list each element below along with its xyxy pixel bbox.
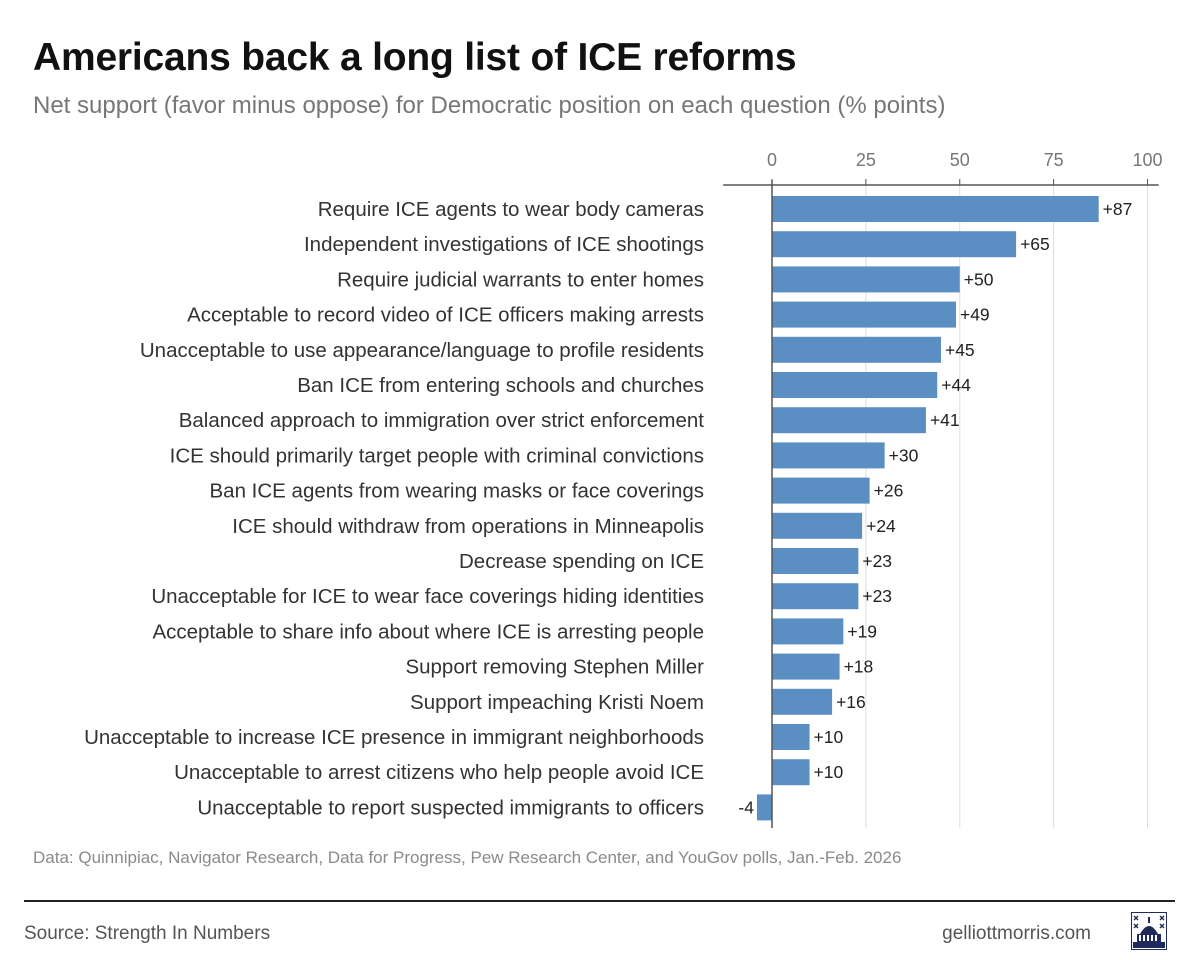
bar: [772, 266, 960, 293]
bar: [772, 477, 870, 504]
x-axis-ticks: 0 25 50 75 100: [723, 150, 1163, 186]
category-label: Unacceptable to use appearance/language …: [140, 339, 704, 362]
value-label: +10: [814, 727, 844, 747]
category-label: Support removing Stephen Miller: [405, 656, 704, 679]
tick-label: 25: [856, 150, 876, 170]
bar: [772, 442, 885, 469]
bar: [772, 407, 926, 434]
category-label: ICE should withdraw from operations in M…: [232, 515, 704, 538]
category-label: Balanced approach to immigration over st…: [179, 409, 705, 432]
bar: [772, 512, 863, 539]
bar-chart: 0 25 50 75 100 Require ICE agents to wear bo…: [84, 150, 1163, 828]
tick-label: 75: [1044, 150, 1064, 170]
website-link[interactable]: gelliottmorris.com: [942, 923, 1091, 944]
category-label: Unacceptable to increase ICE presence in…: [84, 726, 704, 749]
value-label: +45: [945, 340, 975, 360]
category-label: Decrease spending on ICE: [459, 550, 704, 573]
value-label: +87: [1103, 199, 1133, 219]
tick-label: 50: [950, 150, 970, 170]
chart-subtitle: Net support (favor minus oppose) for Dem…: [33, 92, 946, 119]
category-label: Unacceptable to report suspected immigra…: [197, 796, 704, 819]
value-label: +50: [964, 269, 994, 289]
data-note: Data: Quinnipiac, Navigator Research, Da…: [33, 848, 902, 867]
bars: [756, 196, 1099, 821]
value-label: +23: [862, 551, 892, 571]
bar: [772, 653, 840, 680]
bar: [772, 618, 844, 645]
source-credit: Source: Strength In Numbers: [24, 923, 271, 944]
value-label: +18: [844, 657, 874, 677]
bar: [772, 759, 810, 786]
bar: [772, 583, 859, 610]
category-label: Unacceptable for ICE to wear face coveri…: [151, 585, 704, 608]
category-label: Acceptable to share info about where ICE…: [152, 620, 704, 643]
bar: [772, 688, 833, 715]
category-label: Ban ICE agents from wearing masks or fac…: [210, 480, 705, 503]
value-label: +23: [862, 586, 892, 606]
value-label: +49: [960, 305, 990, 325]
category-label: Acceptable to record video of ICE office…: [187, 304, 704, 327]
value-label: +41: [930, 410, 960, 430]
bar: [772, 231, 1017, 258]
bar: [772, 372, 938, 398]
value-label: +44: [941, 375, 971, 395]
category-label: Require judicial warrants to enter homes: [337, 268, 704, 291]
category-label: Independent investigations of ICE shooti…: [304, 233, 704, 256]
value-label: +26: [874, 481, 904, 501]
category-label: Ban ICE from entering schools and church…: [297, 374, 704, 397]
bar: [756, 794, 772, 821]
category-labels: Require ICE agents to wear body cameras I…: [84, 198, 704, 819]
category-label: Unacceptable to arrest citizens who help…: [174, 761, 704, 784]
tick-label: 0: [767, 150, 777, 170]
bar: [772, 724, 810, 750]
value-label: +24: [866, 516, 896, 536]
category-label: Support impeaching Kristi Noem: [410, 691, 704, 714]
value-label: +10: [814, 762, 844, 782]
value-label: +65: [1020, 234, 1050, 254]
capitol-dome-icon: [1131, 912, 1167, 950]
bar: [772, 196, 1099, 222]
chart-title: Americans back a long list of ICE reform…: [33, 36, 797, 79]
category-label: ICE should primarily target people with …: [170, 444, 704, 467]
tick-label: 100: [1132, 150, 1162, 170]
value-label: +19: [847, 621, 877, 641]
value-label: +16: [836, 692, 866, 712]
category-label: Require ICE agents to wear body cameras: [318, 198, 704, 221]
value-labels: +87 +65 +50 +49 +45 +44 +41 +30 +26 +24 +23 +23 +19 +…: [738, 199, 1132, 817]
footer-divider: [24, 900, 1175, 902]
bar: [772, 336, 941, 363]
bar: [772, 301, 956, 328]
value-label: -4: [738, 797, 754, 817]
bar: [772, 548, 859, 574]
value-label: +30: [889, 445, 919, 465]
